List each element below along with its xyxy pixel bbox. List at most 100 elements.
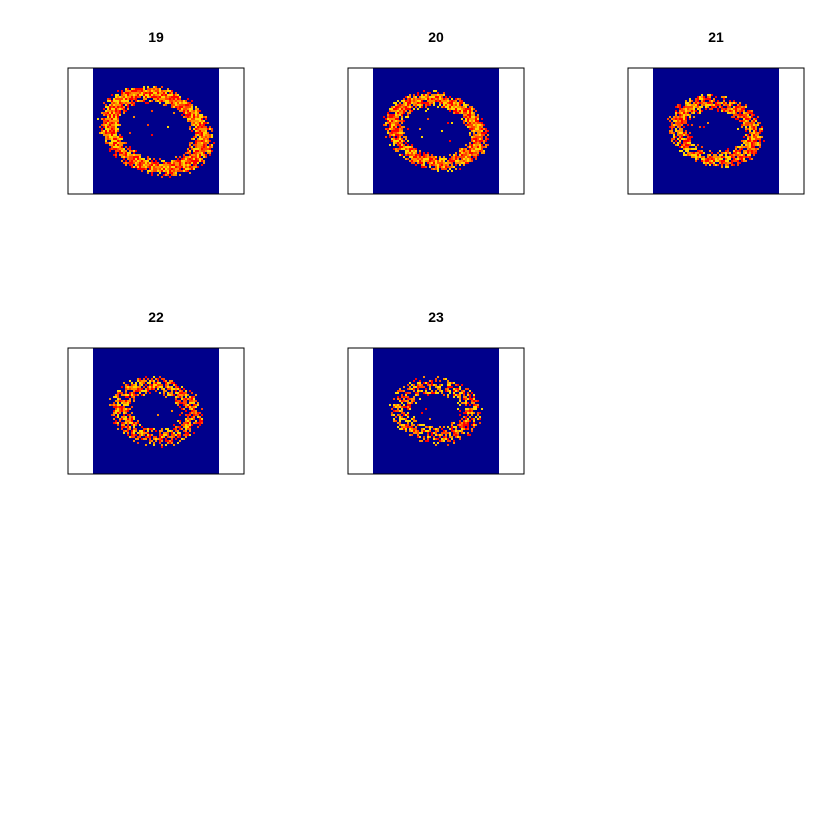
heatmap-cell <box>743 112 745 114</box>
heatmap-cell <box>415 432 417 434</box>
heatmap-cell <box>447 386 449 388</box>
heatmap-cell <box>109 138 111 140</box>
heatmap-cell <box>389 118 391 120</box>
heatmap-cell <box>401 128 403 130</box>
heatmap-cell <box>667 118 669 120</box>
heatmap-cell <box>403 418 405 420</box>
heatmap-cell <box>109 132 111 134</box>
heatmap-cell <box>173 168 175 170</box>
heatmap-cell <box>117 112 119 114</box>
heatmap-cell <box>463 416 465 418</box>
heatmap-cell <box>427 394 429 396</box>
heatmap-cell <box>179 428 181 430</box>
heatmap-cell <box>203 140 205 142</box>
heatmap-cell <box>195 136 197 138</box>
heatmap-cell <box>743 160 745 162</box>
heatmap-cell <box>177 94 179 96</box>
heatmap-cell <box>129 426 131 428</box>
heatmap-cell <box>141 432 143 434</box>
heatmap-cell <box>423 392 425 394</box>
heatmap-cell <box>705 108 707 110</box>
heatmap-cell <box>405 136 407 138</box>
heatmap-cell <box>179 174 181 176</box>
heatmap-cell <box>681 116 683 118</box>
heatmap-cell <box>485 138 487 140</box>
heatmap-cell <box>117 424 119 426</box>
heatmap-cell <box>455 100 457 102</box>
heatmap-cell <box>471 122 473 124</box>
heatmap-cell <box>431 162 433 164</box>
heatmap-cell <box>761 126 763 128</box>
heatmap-cell <box>419 104 421 106</box>
heatmap-cell <box>475 110 477 112</box>
heatmap-cell <box>459 104 461 106</box>
heatmap-cell <box>99 132 101 134</box>
heatmap-cell <box>423 152 425 154</box>
heatmap-cell <box>193 168 195 170</box>
heatmap-cell <box>133 400 135 402</box>
heatmap-cell <box>675 116 677 118</box>
heatmap-cell <box>175 434 177 436</box>
heatmap-cell <box>419 380 421 382</box>
heatmap-cell <box>459 394 461 396</box>
heatmap-cell <box>163 96 165 98</box>
heatmap-cell <box>413 398 415 400</box>
heatmap-cell <box>157 438 159 440</box>
heatmap-cell <box>435 380 437 382</box>
heatmap-cell <box>681 130 683 132</box>
heatmap-cell <box>143 382 145 384</box>
heatmap-cell <box>135 164 137 166</box>
heatmap-cell <box>155 378 157 380</box>
heatmap-cell <box>751 144 753 146</box>
heatmap-cell <box>129 158 131 160</box>
heatmap-cell <box>443 166 445 168</box>
heatmap-cell <box>155 166 157 168</box>
heatmap-cell <box>113 104 115 106</box>
heatmap-cell <box>443 162 445 164</box>
heatmap-cell <box>195 164 197 166</box>
heatmap-cell <box>127 396 129 398</box>
heatmap-cell <box>111 148 113 150</box>
heatmap-cell <box>177 170 179 172</box>
heatmap-cell <box>143 158 145 160</box>
heatmap-cell <box>439 166 441 168</box>
heatmap-cell <box>467 114 469 116</box>
heatmap-cell <box>197 112 199 114</box>
heatmap-cell <box>687 108 689 110</box>
heatmap-cell <box>111 404 113 406</box>
heatmap-cell <box>447 98 449 100</box>
heatmap-cell <box>161 160 163 162</box>
heatmap-cell <box>117 396 119 398</box>
heatmap-cell <box>461 110 463 112</box>
heatmap-cell <box>195 112 197 114</box>
heatmap-cell <box>749 150 751 152</box>
heatmap-cell <box>203 156 205 158</box>
heatmap-cell <box>759 142 761 144</box>
heatmap-cell <box>165 100 167 102</box>
heatmap-cell <box>185 158 187 160</box>
heatmap-cell <box>475 156 477 158</box>
heatmap-cell <box>195 114 197 116</box>
heatmap-cell <box>483 150 485 152</box>
heatmap-cell <box>103 114 105 116</box>
heatmap-cell <box>717 158 719 160</box>
heatmap-cell <box>707 154 709 156</box>
heatmap-cell <box>195 148 197 150</box>
heatmap-cell <box>415 386 417 388</box>
heatmap-cell <box>401 390 403 392</box>
heatmap-cell <box>699 154 701 156</box>
heatmap-cell <box>723 156 725 158</box>
heatmap-cell <box>145 164 147 166</box>
heatmap-cell <box>187 404 189 406</box>
heatmap-cell <box>141 166 143 168</box>
heatmap-cell <box>119 404 121 406</box>
heatmap-cell <box>185 106 187 108</box>
heatmap-cell <box>163 380 165 382</box>
heatmap-cell <box>749 154 751 156</box>
heatmap-cell <box>473 130 475 132</box>
heatmap-cell <box>127 384 129 386</box>
heatmap-cell <box>763 140 765 142</box>
heatmap-cell <box>403 132 405 134</box>
heatmap-cell <box>111 134 113 136</box>
heatmap-cell <box>461 156 463 158</box>
